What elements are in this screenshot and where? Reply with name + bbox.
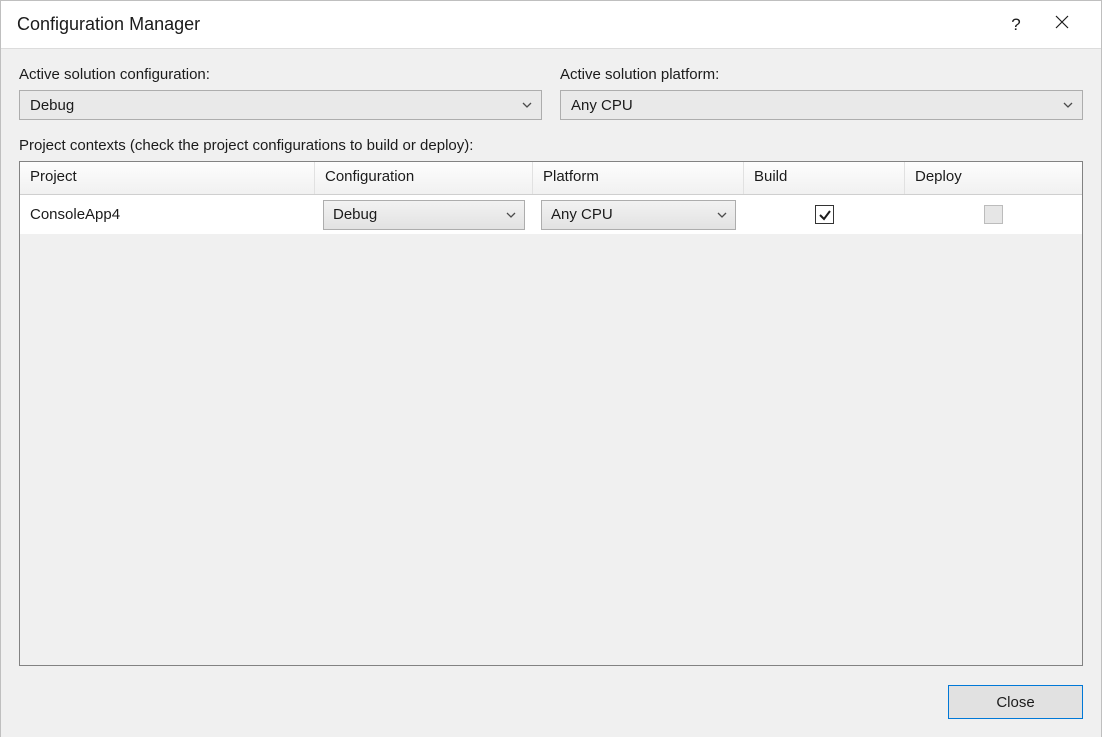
chevron-down-icon [1063, 102, 1073, 108]
help-icon: ? [1011, 15, 1020, 35]
project-contexts-table: Project Configuration Platform Build Dep… [19, 161, 1083, 666]
column-header-deploy[interactable]: Deploy [905, 162, 1082, 194]
project-contexts-label: Project contexts (check the project conf… [19, 137, 1083, 154]
active-configuration-label: Active solution configuration: [19, 66, 542, 83]
chevron-down-icon [506, 212, 516, 218]
row-configuration-value: Debug [333, 206, 377, 223]
chevron-down-icon [717, 212, 727, 218]
row-platform-combo[interactable]: Any CPU [541, 200, 736, 230]
window-close-button[interactable] [1039, 1, 1085, 48]
solution-config-row: Active solution configuration: Debug Act… [19, 66, 1083, 120]
deploy-checkbox [984, 205, 1003, 224]
column-header-project[interactable]: Project [20, 162, 315, 194]
row-configuration-combo[interactable]: Debug [323, 200, 525, 230]
content-area: Active solution configuration: Debug Act… [1, 48, 1101, 737]
project-name: ConsoleApp4 [30, 206, 120, 223]
table-header: Project Configuration Platform Build Dep… [20, 162, 1082, 195]
row-platform-value: Any CPU [551, 206, 613, 223]
active-platform-label: Active solution platform: [560, 66, 1083, 83]
cell-configuration: Debug [315, 195, 533, 234]
close-button-label: Close [996, 694, 1034, 711]
cell-build [744, 195, 905, 234]
cell-deploy [905, 195, 1082, 234]
close-icon [1055, 15, 1069, 34]
active-configuration-field: Active solution configuration: Debug [19, 66, 542, 120]
column-header-platform[interactable]: Platform [533, 162, 744, 194]
titlebar: Configuration Manager ? [1, 1, 1101, 48]
chevron-down-icon [522, 102, 532, 108]
dialog-footer: Close [19, 666, 1083, 719]
active-configuration-value: Debug [30, 97, 74, 114]
active-platform-value: Any CPU [571, 97, 633, 114]
active-platform-field: Active solution platform: Any CPU [560, 66, 1083, 120]
column-header-build[interactable]: Build [744, 162, 905, 194]
cell-platform: Any CPU [533, 195, 744, 234]
build-checkbox[interactable] [815, 205, 834, 224]
active-configuration-combo[interactable]: Debug [19, 90, 542, 120]
window-title: Configuration Manager [17, 14, 200, 35]
active-platform-combo[interactable]: Any CPU [560, 90, 1083, 120]
table-row: ConsoleApp4 Debug Any CPU [20, 195, 1082, 235]
cell-project: ConsoleApp4 [20, 195, 315, 234]
column-header-configuration[interactable]: Configuration [315, 162, 533, 194]
help-button[interactable]: ? [993, 1, 1039, 48]
close-button[interactable]: Close [948, 685, 1083, 719]
